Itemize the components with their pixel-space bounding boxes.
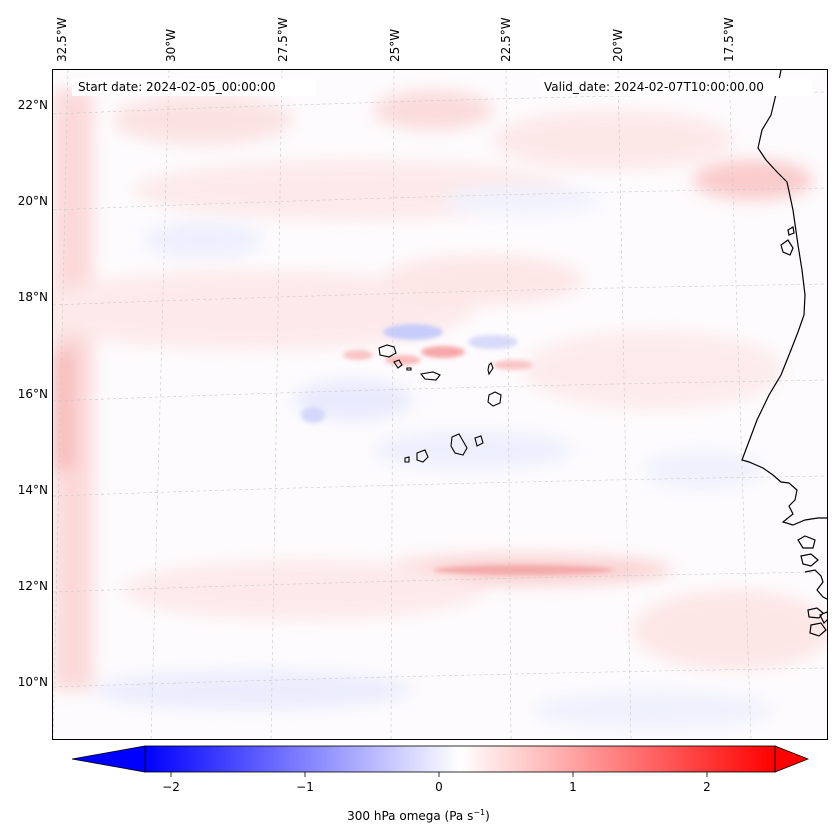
- lon-label-30w: 30°W: [164, 28, 178, 62]
- lon-label-25w: 25°W: [388, 28, 402, 62]
- start-date-label: Start date: 2024-02-05_00:00:00: [72, 78, 316, 96]
- lat-label-14n: 14°N: [17, 483, 48, 497]
- colorbar-tick-pos2: 2: [703, 780, 711, 794]
- lon-label-22-5w: 22.5°W: [499, 17, 513, 62]
- africa-coastline: [741, 70, 827, 637]
- colorbar-tick-marks: [170, 772, 708, 777]
- omega-field: [53, 90, 827, 730]
- lat-label-16n: 16°N: [17, 387, 48, 401]
- colorbar-tick-neg1: −1: [296, 780, 314, 794]
- colorbar-tick-pos1: 1: [569, 780, 577, 794]
- cape-verde-islands: [378, 344, 502, 463]
- colorbar-tick-neg2: −2: [162, 780, 180, 794]
- valid-date-label: Valid_date: 2024-02-07T10:00:00.00: [538, 78, 812, 96]
- lat-label-18n: 18°N: [17, 290, 48, 304]
- colorbar-label-text: 300 hPa omega (Pa s: [347, 809, 474, 823]
- lat-label-10n: 10°N: [17, 675, 48, 689]
- colorbar-label-exponent: −1: [473, 808, 486, 817]
- lon-label-20w: 20°W: [611, 28, 625, 62]
- colorbar-extend-right: [774, 745, 810, 773]
- lat-label-20n: 20°N: [17, 194, 48, 208]
- lat-label-12n: 12°N: [17, 579, 48, 593]
- lon-label-27-5w: 27.5°W: [276, 17, 290, 62]
- lon-label-17-5w: 17.5°W: [722, 17, 736, 62]
- lon-label-32-5w: 32.5°W: [55, 17, 69, 62]
- colorbar: [71, 745, 810, 777]
- lat-label-22n: 22°N: [17, 98, 48, 112]
- colorbar-label-close: ): [485, 809, 490, 823]
- colorbar-tick-zero: 0: [435, 780, 443, 794]
- map-panel: [52, 69, 828, 740]
- omega-field-map: [53, 70, 827, 739]
- colorbar-extend-left: [71, 745, 146, 773]
- gridlines: [53, 70, 827, 739]
- colorbar-label: 300 hPa omega (Pa s−1): [0, 808, 837, 823]
- colorbar-ramp: [144, 745, 776, 773]
